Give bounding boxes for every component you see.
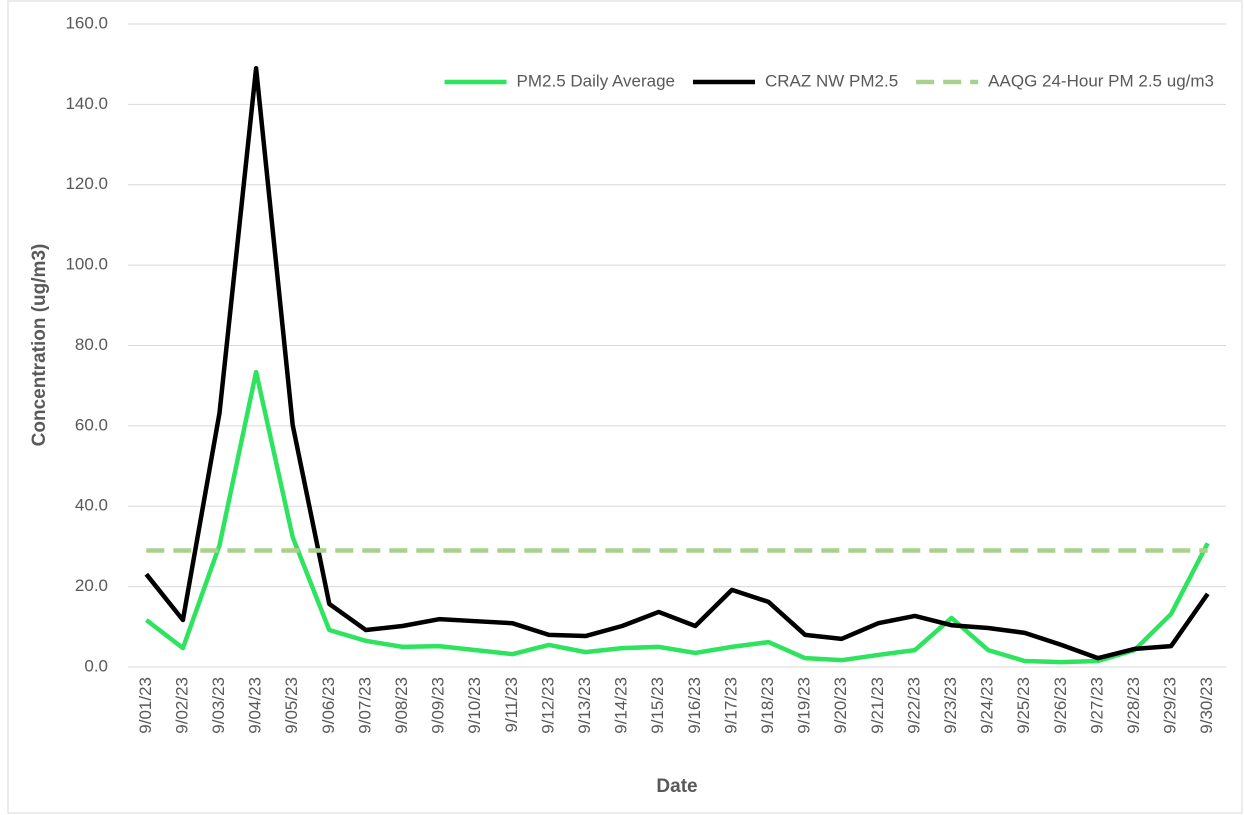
x-tick-label: 9/05/23	[282, 677, 301, 734]
x-tick-label: 9/08/23	[392, 677, 411, 734]
x-tick-label: 9/22/23	[904, 677, 923, 734]
legend-label: PM2.5 Daily Average	[517, 71, 675, 90]
x-tick-label: 9/04/23	[246, 677, 265, 734]
x-tick-label: 9/27/23	[1087, 677, 1106, 734]
x-tick-label: 9/02/23	[172, 677, 191, 734]
y-tick-label: 40.0	[75, 496, 108, 515]
y-axis-title: Concentration (ug/m3)	[29, 244, 50, 447]
y-tick-label: 120.0	[65, 174, 108, 193]
x-tick-label: 9/13/23	[575, 677, 594, 734]
x-tick-label: 9/09/23	[429, 677, 448, 734]
x-tick-label: 9/01/23	[136, 677, 155, 734]
x-tick-label: 9/16/23	[685, 677, 704, 734]
x-tick-label: 9/19/23	[795, 677, 814, 734]
x-tick-label: 9/29/23	[1161, 677, 1180, 734]
x-tick-label: 9/20/23	[831, 677, 850, 734]
chart-border	[7, 0, 1243, 814]
x-tick-label: 9/12/23	[538, 677, 557, 734]
x-tick-label: 9/06/23	[319, 677, 338, 734]
y-tick-label: 20.0	[75, 576, 108, 595]
x-tick-label: 9/21/23	[868, 677, 887, 734]
x-tick-label: 9/11/23	[502, 677, 521, 732]
x-tick-label: 9/25/23	[1014, 677, 1033, 734]
x-tick-label: 9/10/23	[465, 677, 484, 734]
legend-label: AAQG 24-Hour PM 2.5 ug/m3	[988, 71, 1214, 90]
x-tick-label: 9/30/23	[1197, 677, 1216, 734]
x-tick-label: 9/03/23	[209, 677, 228, 734]
x-tick-label: 9/24/23	[978, 677, 997, 734]
y-tick-label: 80.0	[75, 335, 108, 354]
x-tick-label: 9/07/23	[355, 677, 374, 734]
y-tick-label: 140.0	[65, 94, 108, 113]
x-tick-label: 9/23/23	[941, 677, 960, 734]
x-tick-label: 9/15/23	[648, 677, 667, 734]
y-tick-label: 0.0	[84, 656, 108, 675]
y-tick-label: 100.0	[65, 255, 108, 274]
x-tick-label: 9/26/23	[1051, 677, 1070, 734]
series-line	[144, 65, 1210, 661]
x-tick-label: 9/28/23	[1124, 677, 1143, 734]
x-axis-title: Date	[656, 776, 697, 797]
x-tick-label: 9/18/23	[758, 677, 777, 734]
x-tick-label: 9/17/23	[721, 677, 740, 734]
x-tick-label: 9/14/23	[612, 677, 631, 734]
series-line	[144, 369, 1210, 665]
y-tick-label: 60.0	[75, 415, 108, 434]
legend-label: CRAZ NW PM2.5	[765, 71, 898, 90]
y-tick-label: 160.0	[65, 13, 108, 32]
